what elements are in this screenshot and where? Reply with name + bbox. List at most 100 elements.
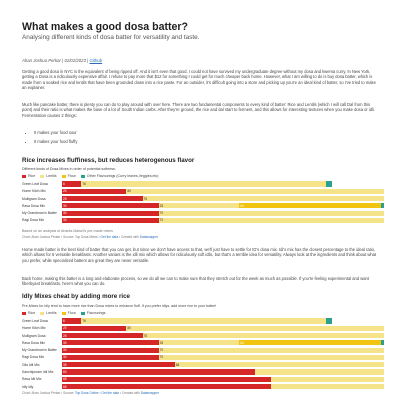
bar-row: Rava Dosa Mix 30 25 44 <box>22 203 384 209</box>
bar-row: Rava Idli Mix 65 <box>22 376 384 382</box>
bar-segment-rice: 30 <box>62 217 159 224</box>
legend-label: Flavourings <box>86 311 106 315</box>
bar-value-label: 20 <box>63 326 67 331</box>
legend-item-flour: Flour <box>61 174 76 178</box>
bar-segment-rice: 20 <box>62 188 127 194</box>
legend-label: Rice <box>28 311 36 315</box>
bar-value-label: 30 <box>63 203 67 208</box>
bar-segment-rice: 25 <box>62 333 143 339</box>
stacked-bar: 30 25 44 <box>62 340 384 346</box>
bar-value-label: 75 <box>143 196 148 201</box>
bar-segment-lentils: 65 <box>174 362 384 368</box>
legend-swatch <box>61 311 66 315</box>
legend-item-other: Other Flavourings (Curry leaves,Veggies,… <box>80 174 159 178</box>
bar-segment-rice: 30 <box>62 203 159 209</box>
bar-row: My Grandmom's Batter 30 70 <box>22 347 384 353</box>
legend-label: Flour <box>67 311 76 315</box>
legend-item-lentils: Lentils <box>40 311 57 315</box>
legend-label: Flour <box>67 174 76 178</box>
legend-item-rice: Rice <box>22 311 35 315</box>
paragraph-batter: Much like pancake batter, there is plent… <box>22 102 376 118</box>
bar-category-label: My Grandmom's Batter <box>22 348 57 353</box>
legend-label: Lentils <box>46 174 57 178</box>
chart1-subtitle: Different kinds of Dosa Mixes in order o… <box>22 167 116 171</box>
bar-category-label: Kanchipuram Idli Mix <box>22 370 54 375</box>
bar-segment-rice: 30 <box>62 210 159 216</box>
bar-segment-rice: 65 <box>62 384 272 390</box>
byline: Ahan Joshua Perkar | 02/02/2023 | Github <box>22 58 102 63</box>
bar-category-label: Rava Idli Mix <box>22 377 42 382</box>
source-text: Chart: Ahan Joshua Perkar • Source: <box>22 391 75 395</box>
get-data-link[interactable]: Get the data <box>101 391 120 395</box>
bar-segment-lentils: 70 <box>158 210 384 216</box>
author-name: Ahan Joshua Perkar <box>22 58 61 63</box>
bar-value-label: 20 <box>63 189 67 194</box>
bar-segment-flavourings <box>326 318 333 324</box>
bar-value-label: 70 <box>159 218 164 223</box>
bar-value-label: 30 <box>63 355 67 360</box>
bar-value-label: 60 <box>63 369 67 374</box>
bar-row: Mulligram Dosa 25 75 <box>22 196 384 202</box>
bar-category-label: Home Kitch Mix <box>22 326 46 331</box>
bar-segment-other <box>380 203 384 209</box>
legend-item-flavourings: Flavourings <box>80 311 106 315</box>
legend-swatch <box>80 311 85 315</box>
fermentation-list: It makes your food sour It makes your fo… <box>28 128 368 146</box>
legend-item-rice: Rice <box>22 174 35 178</box>
chart1-source: Chart: Ahan Joshua Perkar • Source: Top … <box>22 235 158 239</box>
legend-swatch <box>80 174 85 178</box>
legend-label: Rice <box>28 174 36 178</box>
legend-swatch <box>40 174 45 178</box>
bar-value-label: 35 <box>63 362 67 367</box>
paragraph-intro: Getting a good dosa in NYC is the equiva… <box>22 69 376 91</box>
stacked-bar: 20 80 <box>62 188 384 194</box>
article-page: What makes a good dosa batter? Analysing… <box>22 0 384 400</box>
chart2-source: Chart: Ahan Joshua Perkar • Source: Top … <box>22 391 159 395</box>
stacked-bar: 65 <box>62 376 384 382</box>
paragraph-homemade: Home made batter is the best kind of bat… <box>22 247 377 263</box>
stacked-bar: 20 80 <box>62 325 384 331</box>
bar-value-label: 80 <box>127 189 131 194</box>
chart1-legend: Rice Lentils Flour Other Flavourings (Cu… <box>22 174 159 178</box>
bar-segment-flour: 44 <box>239 340 381 346</box>
bar-value-label: 6 <box>63 181 65 186</box>
bar-segment-lentils: 70 <box>158 347 384 353</box>
bar-value-label: 25 <box>63 196 67 201</box>
bar-row: Green Leaf Dosa 6 76 <box>22 318 384 324</box>
list-item: It makes your food fluffy <box>34 137 368 146</box>
get-data-link[interactable]: Get the data <box>100 235 119 239</box>
stacked-bar: 35 65 <box>62 362 384 368</box>
bar-category-label: Green Leaf Dosa <box>22 182 48 186</box>
bar-value-label: 44 <box>240 340 244 345</box>
stacked-bar: 60 <box>62 369 384 375</box>
bar-segment-rice: 30 <box>62 354 159 361</box>
top-dosa-link[interactable]: Top Dosa Online <box>74 391 99 395</box>
github-link[interactable]: Github <box>89 58 103 63</box>
stacked-bar: 65 <box>62 384 384 390</box>
bar-segment-rice: 65 <box>62 376 272 382</box>
bar-category-label: Ragi Dosa Mix <box>22 218 45 223</box>
bar-row: Ragi Dosa Mix 30 70 <box>22 217 384 224</box>
datawrapper-link[interactable]: Datawrapper <box>139 235 159 239</box>
bar-category-label: Rava Dosa Mix <box>22 340 45 345</box>
bar-value-label: 6 <box>63 318 65 323</box>
article-title: What makes a good dosa batter? <box>22 21 188 33</box>
bar-value-label: 44 <box>240 203 244 208</box>
datawrapper-link[interactable]: Datawrapper <box>140 391 159 395</box>
bar-segment-lentils: 25 <box>158 340 240 346</box>
legend-swatch <box>40 311 45 315</box>
bar-segment-lentils: 70 <box>158 354 384 361</box>
bar-segment-lentils: 80 <box>126 325 384 331</box>
bar-value-label: 65 <box>175 362 180 367</box>
stacked-bar: 30 70 <box>62 217 384 224</box>
paragraph-backhome: Back home, making this batter is a long … <box>22 276 369 287</box>
legend-item-lentils: Lentils <box>40 174 57 178</box>
bar-value-label: 30 <box>63 348 67 353</box>
bar-row: Rava Dosa Mix 30 25 44 <box>22 340 384 346</box>
bar-segment-lentils <box>271 376 384 382</box>
legend-swatch <box>22 311 26 315</box>
stacked-bar: 30 70 <box>62 347 384 353</box>
bar-value-label: 70 <box>159 348 164 353</box>
byline-separator-2: | <box>87 58 90 63</box>
bar-row: Ragi Dosa Mix 30 70 <box>22 354 384 361</box>
